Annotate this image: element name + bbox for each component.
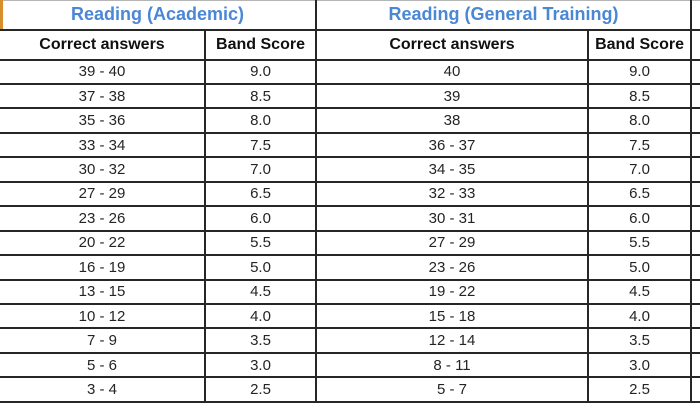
general-correct-answers-cell: 15 - 18 — [315, 303, 590, 330]
grid-sliver-cell — [690, 303, 700, 330]
academic-band-score-cell: 9.0 — [203, 58, 318, 85]
general-band-score-cell: 2.5 — [587, 376, 693, 403]
academic-band-score-cell: 2.5 — [203, 376, 318, 403]
academic-correct-answers-cell: 27 - 29 — [0, 180, 206, 208]
table-row: 16 - 19 5.0 23 - 26 5.0 — [0, 254, 700, 281]
grid-sliver-cell — [690, 180, 700, 208]
general-correct-answers-cell: 23 - 26 — [315, 254, 590, 281]
grid-sliver-cell — [690, 0, 700, 31]
academic-band-score-cell: 6.0 — [203, 205, 318, 232]
table-row: 13 - 15 4.5 19 - 22 4.5 — [0, 278, 700, 306]
grid-sliver-cell — [690, 229, 700, 257]
academic-correct-answers-cell: 16 - 19 — [0, 254, 206, 281]
academic-correct-answers-cell: 7 - 9 — [0, 327, 206, 354]
table-row: 10 - 12 4.0 15 - 18 4.0 — [0, 303, 700, 330]
academic-band-score-cell: 5.5 — [203, 229, 318, 257]
table-title-row: Reading (Academic) Reading (General Trai… — [0, 0, 700, 31]
general-band-score-cell: 5.5 — [587, 229, 693, 257]
general-correct-answers-cell: 34 - 35 — [315, 156, 590, 183]
general-correct-answers-cell: 30 - 31 — [315, 205, 590, 232]
general-correct-answers-cell: 27 - 29 — [315, 229, 590, 257]
general-correct-answers-cell: 36 - 37 — [315, 131, 590, 159]
academic-correct-answers-cell: 13 - 15 — [0, 278, 206, 306]
academic-band-score-cell: 8.0 — [203, 107, 318, 134]
table-row: 20 - 22 5.5 27 - 29 5.5 — [0, 229, 700, 257]
academic-correct-answers-cell: 20 - 22 — [0, 229, 206, 257]
academic-correct-answers-cell: 10 - 12 — [0, 303, 206, 330]
general-band-score-cell: 7.5 — [587, 131, 693, 159]
grid-sliver-cell — [690, 254, 700, 281]
academic-band-score-cell: 8.5 — [203, 82, 318, 110]
general-band-score-cell: 8.5 — [587, 82, 693, 110]
general-correct-answers-cell: 38 — [315, 107, 590, 134]
academic-band-score-header: Band Score — [203, 28, 318, 61]
grid-sliver-cell — [690, 376, 700, 403]
table-row: 30 - 32 7.0 34 - 35 7.0 — [0, 156, 700, 183]
general-correct-answers-cell: 39 — [315, 82, 590, 110]
general-correct-answers-cell: 32 - 33 — [315, 180, 590, 208]
academic-table-title: Reading (Academic) — [0, 0, 318, 31]
academic-band-score-cell: 3.5 — [203, 327, 318, 354]
table-row: 35 - 36 8.0 38 8.0 — [0, 107, 700, 134]
grid-sliver-cell — [690, 205, 700, 232]
grid-sliver-cell — [690, 156, 700, 183]
general-correct-answers-cell: 5 - 7 — [315, 376, 590, 403]
academic-correct-answers-cell: 37 - 38 — [0, 82, 206, 110]
academic-band-score-cell: 4.0 — [203, 303, 318, 330]
grid-sliver-cell — [690, 351, 700, 379]
general-training-table-title: Reading (General Training) — [315, 0, 693, 31]
grid-sliver-cell — [690, 327, 700, 354]
academic-correct-answers-cell: 3 - 4 — [0, 376, 206, 403]
general-band-score-cell: 6.5 — [587, 180, 693, 208]
column-header-row: Correct answers Band Score Correct answe… — [0, 28, 700, 61]
academic-correct-answers-cell: 5 - 6 — [0, 351, 206, 379]
grid-sliver-cell — [690, 28, 700, 61]
grid-sliver-cell — [690, 82, 700, 110]
general-band-score-header: Band Score — [587, 28, 693, 61]
general-correct-answers-cell: 8 - 11 — [315, 351, 590, 379]
general-band-score-cell: 7.0 — [587, 156, 693, 183]
academic-correct-answers-cell: 23 - 26 — [0, 205, 206, 232]
academic-band-score-cell: 5.0 — [203, 254, 318, 281]
table-row: 3 - 4 2.5 5 - 7 2.5 — [0, 376, 700, 403]
general-band-score-cell: 8.0 — [587, 107, 693, 134]
general-band-score-cell: 4.5 — [587, 278, 693, 306]
general-correct-answers-cell: 12 - 14 — [315, 327, 590, 354]
table-row: 23 - 26 6.0 30 - 31 6.0 — [0, 205, 700, 232]
table-row: 33 - 34 7.5 36 - 37 7.5 — [0, 131, 700, 159]
general-band-score-cell: 3.5 — [587, 327, 693, 354]
academic-correct-answers-cell: 35 - 36 — [0, 107, 206, 134]
grid-sliver-cell — [690, 131, 700, 159]
general-band-score-cell: 5.0 — [587, 254, 693, 281]
general-band-score-cell: 4.0 — [587, 303, 693, 330]
academic-correct-answers-header: Correct answers — [0, 28, 206, 61]
grid-sliver-cell — [690, 107, 700, 134]
academic-band-score-cell: 4.5 — [203, 278, 318, 306]
academic-band-score-cell: 7.0 — [203, 156, 318, 183]
table-row: 39 - 40 9.0 40 9.0 — [0, 58, 700, 85]
score-table-body: 39 - 40 9.0 40 9.0 37 - 38 8.5 39 8.5 35 - 36 8.0… — [0, 58, 700, 403]
orange-border-artifact — [0, 0, 3, 29]
table-row: 27 - 29 6.5 32 - 33 6.5 — [0, 180, 700, 208]
academic-correct-answers-cell: 30 - 32 — [0, 156, 206, 183]
academic-band-score-cell: 6.5 — [203, 180, 318, 208]
table-row: 5 - 6 3.0 8 - 11 3.0 — [0, 351, 700, 379]
table-row: 7 - 9 3.5 12 - 14 3.5 — [0, 327, 700, 354]
grid-sliver-cell — [690, 278, 700, 306]
academic-band-score-cell: 3.0 — [203, 351, 318, 379]
general-correct-answers-cell: 40 — [315, 58, 590, 85]
academic-correct-answers-cell: 33 - 34 — [0, 131, 206, 159]
general-band-score-cell: 6.0 — [587, 205, 693, 232]
general-band-score-cell: 9.0 — [587, 58, 693, 85]
general-band-score-cell: 3.0 — [587, 351, 693, 379]
academic-correct-answers-cell: 39 - 40 — [0, 58, 206, 85]
general-correct-answers-cell: 19 - 22 — [315, 278, 590, 306]
grid-sliver-cell — [690, 58, 700, 85]
general-correct-answers-header: Correct answers — [315, 28, 590, 61]
academic-band-score-cell: 7.5 — [203, 131, 318, 159]
table-row: 37 - 38 8.5 39 8.5 — [0, 82, 700, 110]
